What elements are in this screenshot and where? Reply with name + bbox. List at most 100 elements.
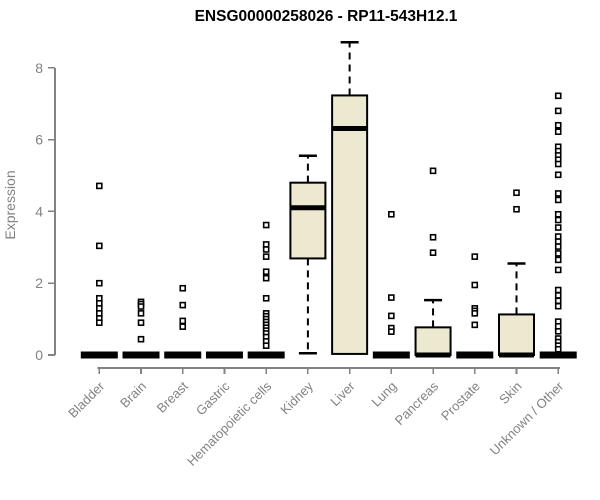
outlier-point [137,303,145,310]
outlier-point [471,321,479,329]
outlier-point [96,242,103,250]
outlier-point [262,294,270,302]
outlier-point [262,342,270,349]
collapsed-box [539,351,577,359]
box-group-pancreas [414,167,452,358]
box [289,181,327,260]
box [414,326,452,356]
chart-title: ENSG00000258026 - RP11-543H12.1 [195,8,458,25]
outlier-point [554,190,562,197]
outlier-point [554,160,562,168]
outlier-point [137,310,145,317]
outlier-point [554,121,562,129]
outlier-point [554,250,562,257]
outlier-point [388,312,395,320]
outlier-point [96,319,103,326]
outlier-point [262,221,270,229]
box-group-lung [372,210,410,359]
x-tick-label-kidney: Kidney [277,378,316,417]
collapsed-box [205,351,243,359]
box-group-gastric [205,351,243,359]
box-group-prostate [456,253,494,359]
outlier-point [554,328,562,335]
collapsed-box [456,351,494,359]
plot-area [80,41,577,359]
outlier-point [137,319,145,326]
outlier-point [471,281,479,289]
box-group-unknown-other [539,92,577,359]
outlier-point [554,196,562,204]
y-tick-label: 4 [35,203,43,219]
box-group-brain [122,298,160,359]
box [498,313,535,357]
outlier-point [429,167,437,175]
outlier-point [513,189,520,197]
y-tick-label: 0 [35,347,43,363]
collapsed-box [372,351,410,359]
x-tick-label-prostate: Prostate [438,379,483,424]
outlier-point [262,253,270,260]
outlier-point [554,345,562,353]
collapsed-box [80,351,118,359]
outlier-point [554,256,562,264]
box-group-bladder [80,182,118,359]
outlier-point [179,301,187,309]
outlier-point [262,268,270,276]
outlier-point [554,216,562,224]
outlier-point [554,286,562,294]
outlier-point [179,284,187,292]
y-axis-label: Expression [2,170,18,239]
outlier-point [388,210,395,218]
box [331,94,369,355]
x-tick-label-unknown-other: Unknown / Other [487,378,567,458]
outlier-point [554,210,562,218]
x-tick-label-skin: Skin [496,379,524,407]
outlier-point [471,253,479,260]
outlier-point [179,323,187,330]
box-group-liver [331,41,369,355]
outlier-point [388,328,395,335]
outlier-point [96,279,103,287]
outlier-point [554,243,562,250]
outlier-point [554,128,562,136]
outlier-point [554,297,562,305]
outlier-point [554,266,562,274]
outlier-point [554,107,562,115]
x-tick-label-liver: Liver [327,378,358,409]
outlier-point [388,294,395,301]
outlier-point [429,233,437,241]
x-tick-label-gastric: Gastric [193,378,233,418]
x-tick-label-brain: Brain [117,379,149,411]
box-group-breast [164,284,202,359]
outlier-point [262,274,270,282]
box-group-hematopoietic-cells [247,221,285,359]
outlier-point [429,249,437,256]
collapsed-box [164,351,202,359]
x-tick-label-pancreas: Pancreas [392,378,442,428]
outlier-point [96,182,103,190]
collapsed-box [122,351,160,359]
x-tick-label-breast: Breast [154,378,191,415]
y-tick-label: 2 [35,275,43,291]
y-axis: 0 2 4 6 8 [35,60,56,363]
outlier-point [554,171,562,179]
outlier-point [554,302,562,310]
outlier-point [471,310,479,317]
y-tick-label: 6 [35,132,43,148]
outlier-point [137,335,145,343]
box-group-kidney [289,154,327,355]
outlier-point [513,205,520,213]
x-tick-label-bladder: Bladder [65,378,108,421]
collapsed-box [247,351,285,359]
outlier-point [262,246,270,253]
x-tick-label-lung: Lung [368,379,399,410]
outlier-point [554,292,562,299]
y-tick-label: 8 [35,60,43,76]
outlier-point [554,224,562,231]
outlier-point [179,317,187,325]
box-group-skin [498,189,535,358]
outlier-point [554,92,562,100]
